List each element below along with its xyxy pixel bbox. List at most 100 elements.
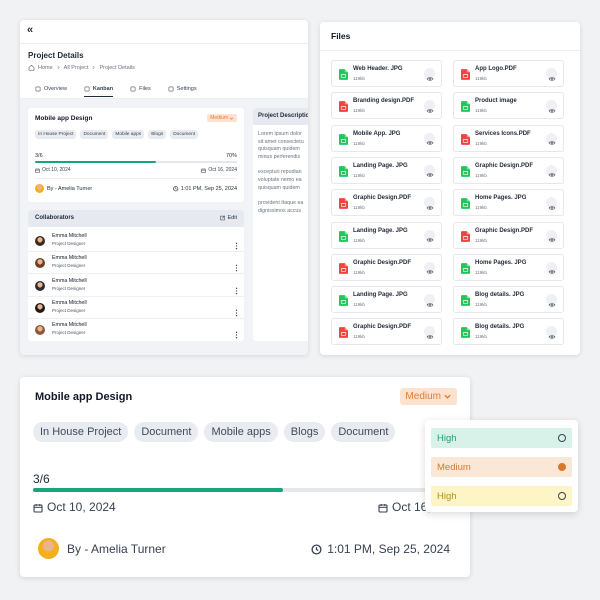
icon-part [175, 187, 177, 190]
view-button[interactable] [424, 100, 435, 113]
file-item: Home Pages. JPG 119kb [453, 253, 564, 281]
breadcrumb-item[interactable]: Home [38, 64, 53, 71]
icon-part [466, 69, 470, 73]
priority-option[interactable]: High [431, 486, 572, 506]
icon-part [426, 109, 433, 113]
icon-part [344, 101, 348, 105]
view-button[interactable] [546, 132, 557, 145]
icon-part [428, 174, 431, 177]
tag: Document [170, 130, 199, 139]
row-menu[interactable] [235, 282, 238, 294]
tab-label: Overview [44, 86, 67, 92]
icon-part [466, 295, 470, 299]
clock-icon [311, 543, 322, 555]
file-name: Product image [475, 98, 517, 105]
collaborator-name: Emma Mitchell [52, 322, 87, 329]
view-button[interactable] [424, 261, 435, 274]
icon-part [339, 295, 348, 306]
icon-part [35, 168, 40, 173]
icon-part [550, 303, 553, 306]
file-name: Graphic Design.PDF [353, 195, 412, 202]
icon-part [344, 295, 348, 299]
icon-part [461, 230, 470, 242]
chevron [443, 392, 452, 401]
view-button[interactable] [546, 326, 557, 339]
priority-badge[interactable]: Medium [400, 388, 457, 405]
icon-part [466, 101, 470, 105]
icon-part [548, 206, 555, 210]
view-button[interactable] [546, 100, 557, 113]
view-button[interactable] [546, 229, 557, 242]
priority-option[interactable]: Medium [431, 457, 572, 477]
view-button[interactable] [546, 197, 557, 210]
file-size: 119kb [353, 302, 365, 308]
row-menu[interactable] [235, 326, 238, 339]
row-menu[interactable] [235, 304, 238, 317]
view-button[interactable] [424, 326, 435, 339]
edit-label: Edit [227, 215, 237, 221]
tab[interactable]: Files [130, 86, 151, 97]
icon-part [550, 174, 553, 177]
icon-part [548, 303, 555, 307]
view-button[interactable] [424, 164, 435, 177]
file-name: Graphic Design.PDF [353, 324, 412, 331]
view-button[interactable] [546, 261, 557, 274]
icon-part [235, 267, 238, 269]
file-size: 119kb [475, 302, 487, 308]
tab[interactable]: Kanban [83, 86, 114, 97]
breadcrumb-item[interactable]: All Project [63, 64, 89, 71]
icon-part [130, 86, 136, 92]
edit-button[interactable]: Edit [220, 215, 237, 221]
view-button[interactable] [424, 197, 435, 210]
tab[interactable]: Settings [168, 86, 197, 97]
icon-part [426, 141, 433, 145]
tag: Blogs [283, 422, 326, 442]
breadcrumb-item[interactable]: Project Details [99, 64, 135, 71]
priority-badge[interactable]: Medium [207, 114, 237, 122]
file-size: 119kb [353, 237, 365, 243]
avatar [38, 538, 59, 559]
icon-part [426, 206, 433, 210]
view-button[interactable] [424, 294, 435, 307]
view-button[interactable] [546, 68, 557, 81]
icon-part [428, 109, 431, 112]
icon-part [235, 331, 238, 334]
file-item: Home Pages. JPG 119kb [453, 189, 564, 217]
icon-part [92, 65, 96, 70]
icon-part [466, 198, 470, 202]
icon-part [168, 86, 174, 92]
icon-part [462, 267, 469, 272]
icon-part [426, 270, 433, 274]
view-button[interactable] [546, 164, 557, 177]
progress-count: 3/6 [35, 153, 43, 159]
date-text: Oct 10, 2024 [47, 500, 116, 514]
file-size: 119kb [475, 76, 487, 81]
icon-part [339, 262, 348, 274]
row-menu[interactable] [235, 259, 238, 272]
sidebar-toggle[interactable]: « [27, 24, 34, 36]
icon-part [426, 335, 433, 339]
icon-part [344, 262, 348, 267]
calendar-icon [35, 168, 40, 173]
icon-part [220, 216, 225, 221]
icon-part [550, 239, 553, 241]
avatar [35, 184, 44, 193]
avatar [35, 236, 45, 246]
card-header [28, 210, 244, 227]
priority-option[interactable]: High [431, 428, 572, 448]
view-button[interactable] [424, 68, 435, 81]
icon-part [461, 262, 470, 274]
avatar [35, 302, 45, 313]
view-button[interactable] [546, 294, 557, 307]
file-icon [461, 132, 470, 145]
icon-part [548, 206, 555, 210]
files-title: Files [331, 31, 351, 41]
row-menu[interactable] [235, 237, 238, 250]
tab[interactable]: Overview [35, 86, 67, 97]
file-item: Graphic Design.PDF 119kb [453, 156, 564, 184]
view-button[interactable] [424, 229, 435, 242]
file-item: Graphic Design.PDF 119kb [331, 318, 442, 346]
tag: Mobile apps [204, 422, 278, 442]
view-button[interactable] [424, 132, 435, 145]
breadcrumb-separator [91, 65, 96, 70]
